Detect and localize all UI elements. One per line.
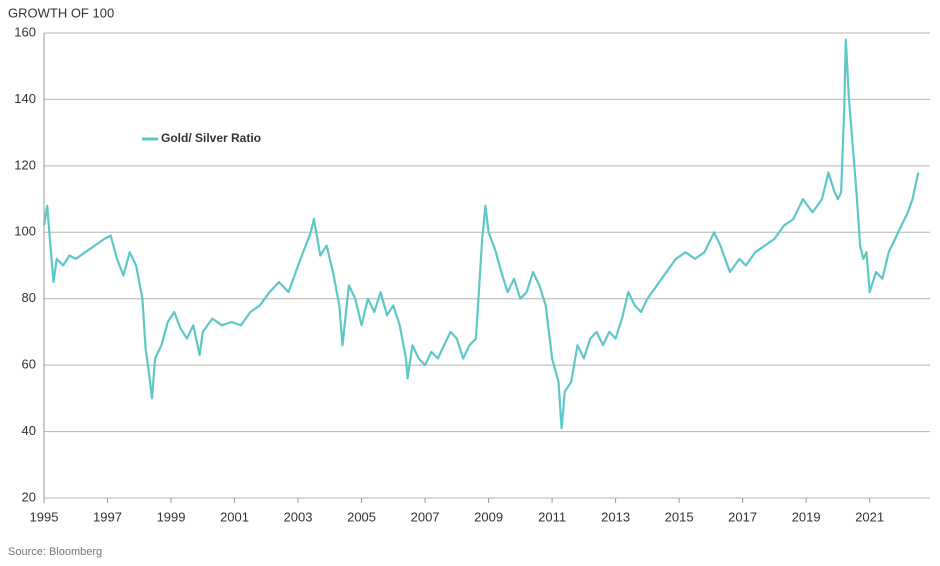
x-tick-label: 2007 <box>411 509 440 524</box>
x-tick-label: 2009 <box>474 509 503 524</box>
x-tick-label: 2019 <box>792 509 821 524</box>
x-tick-label: 2001 <box>220 509 249 524</box>
x-tick-label: 1999 <box>157 509 186 524</box>
y-tick-label: 140 <box>14 91 36 106</box>
y-tick-label: 120 <box>14 157 36 172</box>
y-tick-label: 160 <box>14 24 36 39</box>
x-tick-label: 2011 <box>538 509 566 524</box>
x-tick-label: 1997 <box>93 509 122 524</box>
x-tick-label: 2013 <box>601 509 630 524</box>
y-tick-label: 60 <box>22 357 36 372</box>
x-tick-label: 2021 <box>855 509 884 524</box>
y-tick-label: 80 <box>22 290 36 305</box>
chart-title: GROWTH OF 100 <box>8 5 114 20</box>
x-tick-label: 2003 <box>284 509 313 524</box>
x-tick-label: 2017 <box>728 509 757 524</box>
legend-label: Gold/ Silver Ratio <box>161 131 261 145</box>
x-tick-label: 1995 <box>30 509 59 524</box>
series-line <box>42 38 920 430</box>
source: Source: Bloomberg <box>8 546 102 558</box>
y-tick-label: 40 <box>22 423 36 438</box>
y-tick-label: 20 <box>22 489 36 504</box>
y-tick-label: 100 <box>14 224 36 239</box>
x-tick-label: 2015 <box>665 509 694 524</box>
x-tick-label: 2005 <box>347 509 376 524</box>
